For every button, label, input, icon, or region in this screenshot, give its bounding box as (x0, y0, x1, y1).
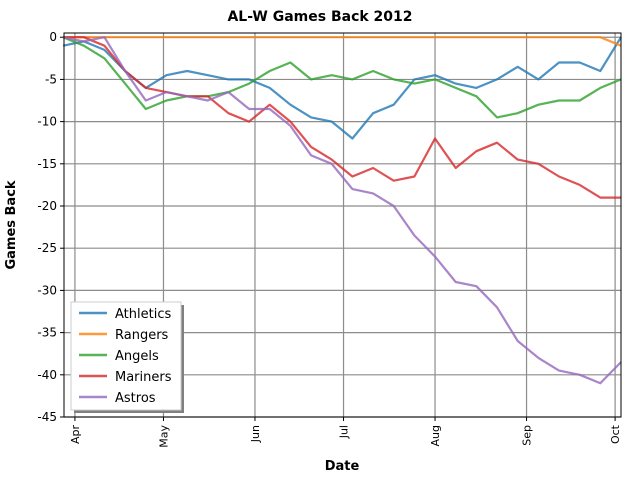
chart-title: AL-W Games Back 2012 (227, 9, 412, 25)
y-tick-label: -20 (37, 199, 57, 213)
series-line (62, 36, 622, 385)
y-tick-label: -25 (37, 241, 57, 255)
legend-label: Angels (115, 349, 159, 364)
y-tick-label: -10 (37, 115, 57, 129)
y-tick-label: -35 (37, 326, 57, 340)
y-tick-label: 0 (49, 30, 57, 44)
x-tick-label: Aug (429, 425, 442, 446)
x-tick-label: May (157, 425, 170, 448)
legend: Athletics Rangers Angels Mariners Astros (70, 301, 182, 411)
y-tick-label: -40 (37, 368, 57, 382)
x-tick-label: Jun (249, 425, 262, 443)
y-tick-label: -15 (37, 157, 57, 171)
y-axis-label: Games Back (4, 180, 19, 269)
y-tick-label: -45 (37, 410, 57, 424)
x-tick-label: Jul (338, 425, 351, 439)
x-tick-label: Oct (609, 424, 622, 444)
series-line (63, 36, 622, 47)
legend-label: Rangers (115, 328, 169, 343)
series-line (63, 36, 621, 199)
legend-label: Athletics (115, 307, 171, 322)
x-tick-label: Sep (521, 425, 534, 446)
x-axis-label: Date (325, 459, 360, 474)
series-line (62, 36, 622, 119)
x-tick-label: Apr (69, 425, 82, 445)
plot-frame (63, 32, 622, 418)
y-tick-label: -5 (45, 72, 57, 86)
series-line (62, 36, 622, 140)
legend-label: Astros (115, 391, 156, 406)
legend-label: Mariners (115, 370, 172, 385)
y-tick-label: -30 (37, 283, 57, 297)
